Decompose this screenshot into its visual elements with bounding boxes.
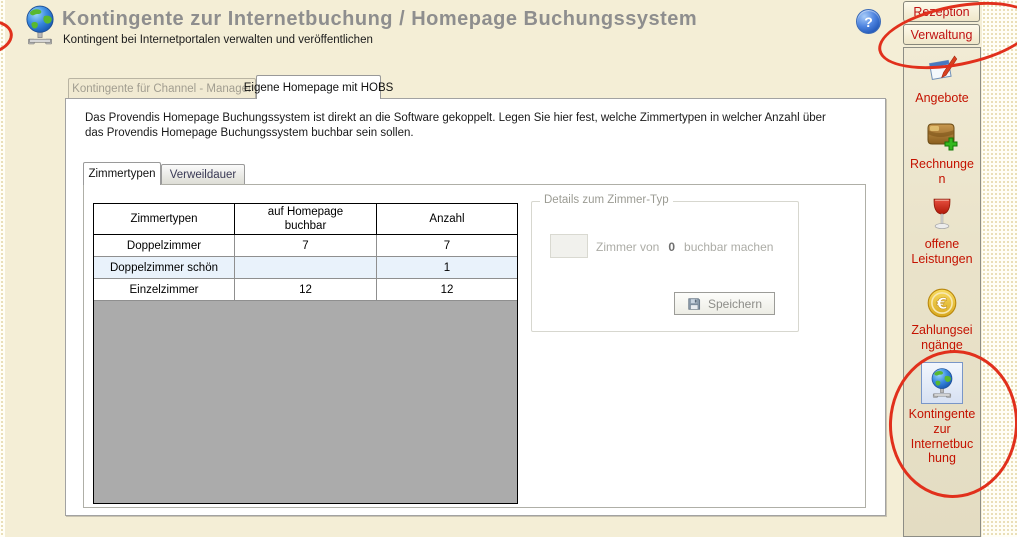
save-button[interactable]: Speichern <box>674 292 775 315</box>
tab-channel-manager[interactable]: Kontingente für Channel - Manager <box>68 78 256 99</box>
zimmertypen-tab-panel: Zimmertypen auf Homepage buchbar Anzahl … <box>83 184 866 508</box>
sidebar-item-label: offene Leistungen <box>911 237 973 266</box>
label-buchbar-machen: buchbar machen <box>684 240 774 254</box>
room-total-value: 0 <box>668 240 676 254</box>
col-header-auf-homepage-buchbar: auf Homepage buchbar <box>235 204 377 235</box>
sidebar-item-label: Kontingente zur Internetbuchung <box>908 407 976 466</box>
tab-zimmertypen[interactable]: Zimmertypen <box>83 162 161 185</box>
sidebar-item-label: Rechnungen <box>910 157 974 186</box>
question-mark-icon: ? <box>864 13 873 30</box>
wine-glass-icon <box>903 196 981 234</box>
floppy-disk-icon <box>687 297 701 311</box>
zimmertypen-table: Zimmertypen auf Homepage buchbar Anzahl … <box>93 203 518 504</box>
wallet-plus-icon <box>903 116 981 154</box>
nav-button-verwaltung[interactable]: Verwaltung <box>903 24 980 45</box>
description-text: Das Provendis Homepage Buchungssystem is… <box>85 112 826 140</box>
euro-coin-icon: € <box>903 286 981 320</box>
details-groupbox: Details zum Zimmer-Typ Zimmer von 0 buchba… <box>531 194 799 332</box>
help-button[interactable]: ? <box>856 9 881 34</box>
notepad-pen-icon <box>903 52 981 88</box>
left-edge-pattern <box>0 0 5 537</box>
right-edge-pattern <box>981 0 1017 537</box>
table-header-row: Zimmertypen auf Homepage buchbar Anzahl <box>94 204 517 235</box>
page-subtitle: Kontingent bei Internetportalen verwalte… <box>63 34 373 46</box>
details-caption: Zimmer von 0 buchbar machen <box>596 240 773 254</box>
sidebar-item-label: Angebote <box>915 91 969 105</box>
globe-icon <box>926 367 958 399</box>
page-title: Kontingente zur Internetbuchung / Homepa… <box>62 8 698 30</box>
svg-text:€: € <box>935 294 947 313</box>
table-row[interactable]: Doppelzimmer schön 1 <box>94 257 517 279</box>
col-header-anzahl: Anzahl <box>377 204 517 235</box>
sidebar-item-zahlungseingaenge[interactable]: € Zahlungseingänge <box>903 286 981 353</box>
details-legend: Details zum Zimmer-Typ <box>540 194 673 206</box>
globe-icon <box>19 4 61 51</box>
sidebar-item-label: Zahlungseingänge <box>911 323 973 352</box>
selected-item-frame <box>921 362 963 404</box>
sidebar-item-angebote[interactable]: Angebote <box>903 52 981 106</box>
nav-button-rezeption[interactable]: Rezeption <box>903 1 980 22</box>
room-count-input[interactable] <box>550 234 588 258</box>
table-empty-area <box>94 301 517 503</box>
table-row[interactable]: Einzelzimmer 12 12 <box>94 279 517 301</box>
sidebar-item-rechnungen[interactable]: Rechnungen <box>903 116 981 187</box>
label-zimmer-von: Zimmer von <box>596 240 660 254</box>
table-row[interactable]: Doppelzimmer 7 7 <box>94 235 517 257</box>
save-button-label: Speichern <box>707 296 763 311</box>
tab-verweildauer[interactable]: Verweildauer <box>161 164 245 185</box>
sidebar-item-offene-leistungen[interactable]: offene Leistungen <box>903 196 981 267</box>
tab-eigene-homepage-hobs[interactable]: Eigene Homepage mit HOBS <box>244 75 393 99</box>
col-header-zimmertypen: Zimmertypen <box>94 204 235 235</box>
sidebar-item-kontingente-internetbuchung[interactable]: Kontingente zur Internetbuchung <box>903 362 981 466</box>
